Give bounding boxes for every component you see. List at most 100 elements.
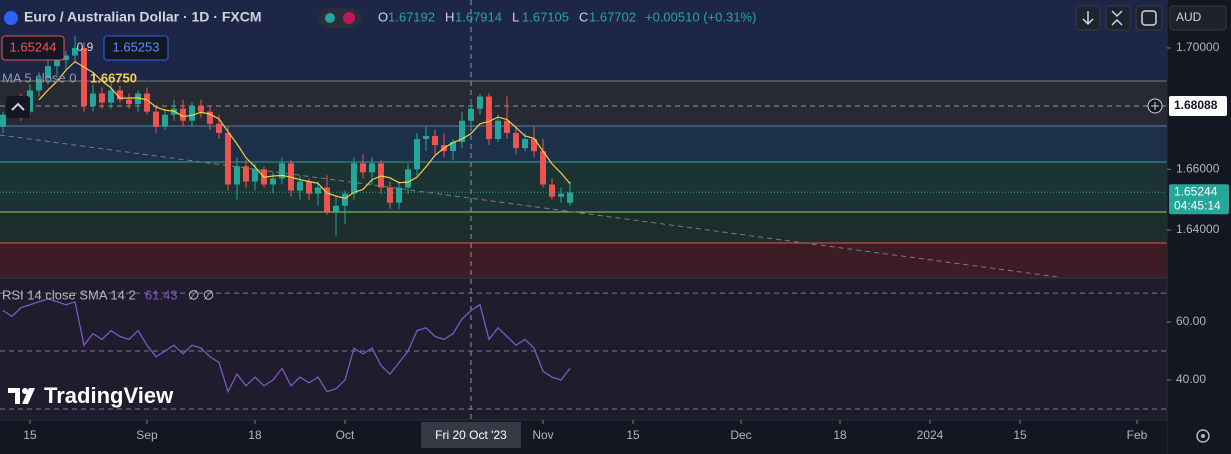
candle-body [71,47,78,56]
candle-body [242,166,249,182]
x-tick-label: 2024 [917,428,944,442]
candle-body [503,120,510,133]
chart-title: Euro / Australian Dollar · 1D · FXCM [24,9,262,25]
ohlc-value: 1.67702 [589,9,636,24]
status-dot [343,12,355,24]
candle-body [53,60,60,67]
x-tick-label: 18 [833,428,847,442]
candle-body [143,93,150,112]
candle-body [485,96,492,139]
symbol-icon [4,11,18,25]
x-tick-label: 15 [1013,428,1027,442]
status-dot [325,13,335,23]
crosshair-price: 1.68088 [1174,98,1218,112]
icon [1141,10,1157,26]
zone [0,0,1167,81]
sell-price: 1.65244 [10,39,57,54]
ohlc-key: H [445,9,454,24]
candle-body [341,193,348,206]
ma-legend: MA 5 close 0 [2,70,76,85]
collapse-button[interactable] [6,96,30,118]
y-tick-label: 60.00 [1176,314,1206,328]
candle-body [314,187,321,194]
last-price-box [1169,184,1229,215]
candle-body [35,78,42,91]
candle-body [179,108,186,121]
candle-body [305,181,312,194]
candle-body [494,120,501,139]
candle-body [134,93,141,105]
toolbar-button[interactable] [1105,5,1131,31]
candle-body [269,178,276,185]
y-tick-label: 1.70000 [1176,40,1220,54]
time-axis [0,420,1167,454]
zone [0,243,1167,278]
candle-body [251,169,258,182]
ohlc-value: 1.67105 [522,9,569,24]
candle-body [413,139,420,170]
market-status[interactable] [318,8,362,28]
zone [0,162,1167,212]
x-tick-label: 15 [626,428,640,442]
sell-button[interactable] [1,35,65,61]
candle-body [125,99,132,105]
rsi-pane [0,278,1167,420]
x-tick-label: Dec [730,428,751,442]
candle-body [278,163,285,179]
toolbar-button[interactable] [1135,5,1163,31]
candle-body [296,181,303,191]
candle-body [89,93,96,106]
ohlc-key: L [512,9,519,24]
settings-icon [1201,434,1205,438]
candle-body [449,142,456,152]
trend-line [0,134,1059,278]
icon [1111,10,1123,26]
x-tick-label: Feb [1127,428,1148,442]
settings-button[interactable] [1196,429,1210,443]
crosshair-date-box [420,422,521,448]
candle-body [521,139,528,149]
candle-body [80,47,87,106]
candle-body [467,108,474,121]
candle-body [188,105,195,121]
candle-body [350,163,357,194]
x-tick-label: Sep [136,428,158,442]
spread: 0.9 [77,40,94,54]
logo: TradingView [44,383,174,408]
ohlc-value: 1.67192 [388,9,435,24]
candle-body [206,111,213,124]
plot [0,0,1167,420]
candle-body [233,166,240,185]
change: +0.00510 (+0.31%) [645,9,756,24]
candle-body [458,120,465,143]
currency-button[interactable] [1169,5,1227,31]
rsi-legend: RSI 14 close SMA 14 2 [2,287,136,302]
candle-body [395,187,402,203]
buy-price: 1.65253 [113,39,160,54]
candle-body [557,193,564,197]
candle-body [323,187,330,212]
candle-body [539,151,546,185]
y-tick-label: 40.00 [1176,372,1206,386]
candle-body [197,105,204,112]
zone [0,212,1167,243]
price-axis [1167,0,1231,454]
x-tick-label: 15 [23,428,37,442]
countdown: 04:45:14 [1174,198,1221,212]
candle-body [62,55,69,61]
icon [1082,11,1094,26]
collapse-icon [11,102,25,111]
buy-button[interactable] [103,35,169,61]
candle-body [386,187,393,203]
ohlc-value: 1.67914 [455,9,502,24]
ma-line [38,60,571,200]
ohlc-key: O [378,9,388,24]
rsi-line [2,298,571,394]
candle-body [359,163,366,173]
candle-body [476,96,483,109]
crosshair-date: Fri 20 Oct '23 [435,428,507,442]
candle-body [530,139,537,152]
candle-body [215,123,222,133]
candle-body [224,132,231,185]
